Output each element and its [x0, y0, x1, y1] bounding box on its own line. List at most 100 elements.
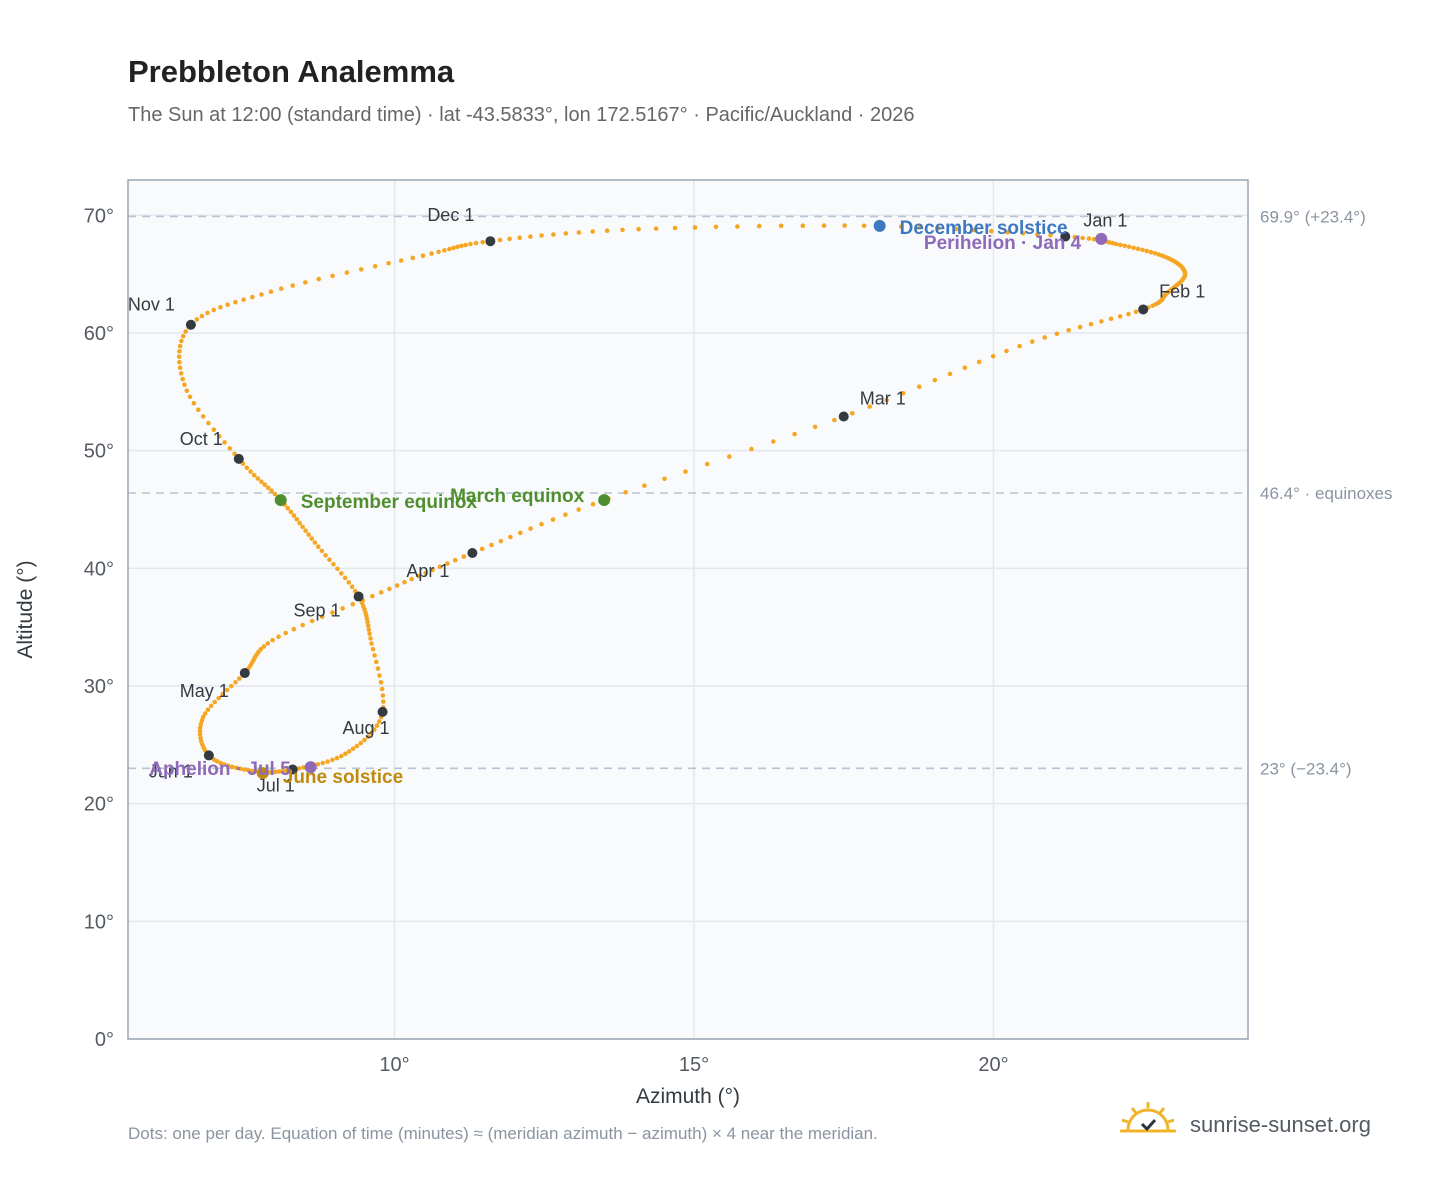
day-dot [372, 727, 377, 732]
day-dot [821, 223, 827, 228]
day-dot [255, 476, 261, 481]
day-dot [1017, 343, 1022, 349]
event-label: March equinox [450, 486, 585, 507]
day-dot [342, 575, 348, 581]
month-label: Apr 1 [406, 561, 449, 581]
day-dot [225, 302, 230, 308]
event-label: Aphelion · Jul 5 [149, 759, 291, 780]
day-dot [335, 566, 340, 572]
y-tick-label: 60° [84, 323, 114, 345]
day-dot [1117, 314, 1123, 319]
reference-line-label: 69.9° (+23.4°) [1260, 207, 1366, 226]
day-dot [241, 767, 247, 772]
day-dot [369, 641, 374, 646]
day-dot [620, 227, 625, 233]
day-dot [1156, 252, 1162, 257]
day-dot [303, 280, 308, 285]
day-dot [241, 297, 246, 303]
day-dot [368, 636, 373, 641]
day-dot [270, 637, 275, 643]
day-dot [590, 501, 596, 507]
day-dot [850, 411, 855, 416]
day-dot [962, 365, 968, 371]
month-label: May 1 [180, 681, 229, 701]
day-dot [1077, 324, 1083, 330]
day-dot [367, 631, 372, 637]
day-dot [727, 454, 732, 459]
day-dot [233, 299, 238, 305]
day-dot [375, 666, 381, 671]
day-dot [420, 253, 426, 258]
day-dot [251, 472, 257, 478]
y-tick-label: 0° [95, 1029, 114, 1051]
day-dot [900, 391, 906, 396]
y-tick-label: 30° [84, 676, 114, 698]
day-dot [932, 377, 938, 383]
day-dot [199, 718, 205, 723]
day-dot [778, 223, 784, 229]
month-label: Dec 1 [427, 205, 474, 225]
day-dot [183, 329, 188, 334]
day-dot [394, 583, 400, 588]
month-label: Sep 1 [294, 601, 341, 621]
event-label: Perihelion · Jan 4 [924, 233, 1082, 254]
day-dot [463, 242, 469, 248]
day-dot [1048, 233, 1053, 238]
day-dot [269, 488, 274, 494]
day-dot [177, 343, 183, 349]
day-dot [359, 600, 365, 606]
day-dot [1054, 331, 1060, 337]
month-marker [239, 668, 250, 679]
day-dot [430, 567, 435, 573]
day-dot [316, 276, 322, 282]
day-dot [398, 258, 404, 263]
day-dot [1030, 339, 1035, 344]
day-dot [354, 743, 360, 749]
day-dot [1088, 321, 1094, 327]
analemma-path [176, 223, 1188, 775]
day-dot [410, 255, 416, 261]
day-dot [218, 305, 223, 310]
day-dot [445, 561, 450, 566]
footnote: Dots: one per day. Equation of time (min… [128, 1124, 878, 1143]
month-label: Feb 1 [1159, 281, 1205, 301]
day-dot [437, 564, 443, 570]
day-dot [447, 246, 452, 252]
day-dot [508, 534, 513, 540]
day-dot [459, 243, 464, 249]
x-axis-label: Azimuth (°) [636, 1085, 740, 1108]
day-dot [423, 570, 428, 576]
day-dot [683, 469, 688, 474]
day-dot [330, 757, 335, 763]
chart-subtitle: The Sun at 12:00 (standard time) · lat -… [128, 104, 915, 126]
day-dot [350, 746, 356, 752]
event-label: December solstice [900, 218, 1068, 239]
day-dot [704, 461, 710, 467]
day-dot [184, 388, 190, 394]
day-dot [206, 420, 211, 426]
brand-name: sunrise-sunset.org [1190, 1112, 1371, 1137]
day-dot [498, 538, 504, 544]
brand[interactable]: sunrise-sunset.org [1120, 1100, 1410, 1150]
day-dot [1135, 246, 1141, 252]
day-dot [300, 524, 305, 530]
day-dot [376, 719, 382, 724]
day-dot [1004, 348, 1009, 354]
day-dot [370, 646, 376, 652]
day-dot [180, 333, 186, 339]
day-dot [971, 227, 977, 233]
day-dot [272, 491, 278, 497]
month-label: Oct 1 [180, 429, 223, 449]
day-dot [290, 283, 296, 288]
day-dot [402, 579, 407, 585]
day-dot [224, 687, 230, 693]
day-dot [233, 765, 239, 771]
day-dot [227, 446, 233, 451]
day-dot [517, 235, 522, 241]
day-dot [259, 479, 264, 485]
day-dot [642, 483, 647, 489]
day-dot [330, 273, 335, 279]
x-tick-label: 15° [679, 1054, 709, 1076]
day-dot [244, 465, 250, 471]
day-dot [200, 714, 206, 720]
